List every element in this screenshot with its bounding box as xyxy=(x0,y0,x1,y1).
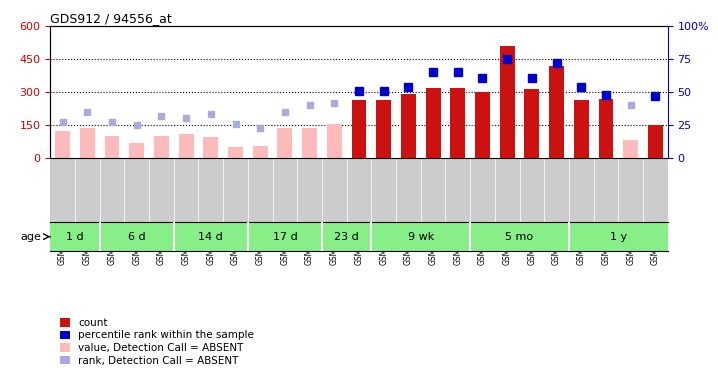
Bar xyxy=(475,92,490,158)
Bar xyxy=(55,132,70,158)
Bar xyxy=(80,128,95,158)
Bar xyxy=(154,136,169,158)
Bar xyxy=(253,146,268,158)
Bar xyxy=(129,144,144,158)
Bar xyxy=(105,136,119,158)
Text: 1 d: 1 d xyxy=(66,232,84,242)
Bar xyxy=(450,88,465,158)
Text: 6 d: 6 d xyxy=(128,232,146,242)
Bar xyxy=(648,125,663,158)
Bar xyxy=(302,128,317,158)
Bar xyxy=(203,137,218,158)
Bar xyxy=(599,99,613,158)
Bar xyxy=(524,89,539,158)
Bar xyxy=(376,100,391,158)
Bar xyxy=(352,100,366,158)
Text: 14 d: 14 d xyxy=(198,232,223,242)
Text: age: age xyxy=(20,232,41,242)
Text: 5 mo: 5 mo xyxy=(505,232,533,242)
Bar xyxy=(574,100,589,158)
Text: 9 wk: 9 wk xyxy=(408,232,434,242)
Bar xyxy=(179,134,194,158)
Bar xyxy=(623,140,638,158)
Text: 23 d: 23 d xyxy=(335,232,359,242)
Legend: count, percentile rank within the sample, value, Detection Call = ABSENT, rank, : count, percentile rank within the sample… xyxy=(55,314,258,370)
Bar xyxy=(401,94,416,158)
Bar xyxy=(228,147,243,158)
Bar xyxy=(277,128,292,158)
Bar xyxy=(327,124,342,158)
Text: 17 d: 17 d xyxy=(273,232,297,242)
Bar xyxy=(426,88,441,158)
Text: 1 y: 1 y xyxy=(610,232,627,242)
Bar xyxy=(500,46,515,158)
Text: GDS912 / 94556_at: GDS912 / 94556_at xyxy=(50,12,172,25)
Bar xyxy=(549,66,564,158)
